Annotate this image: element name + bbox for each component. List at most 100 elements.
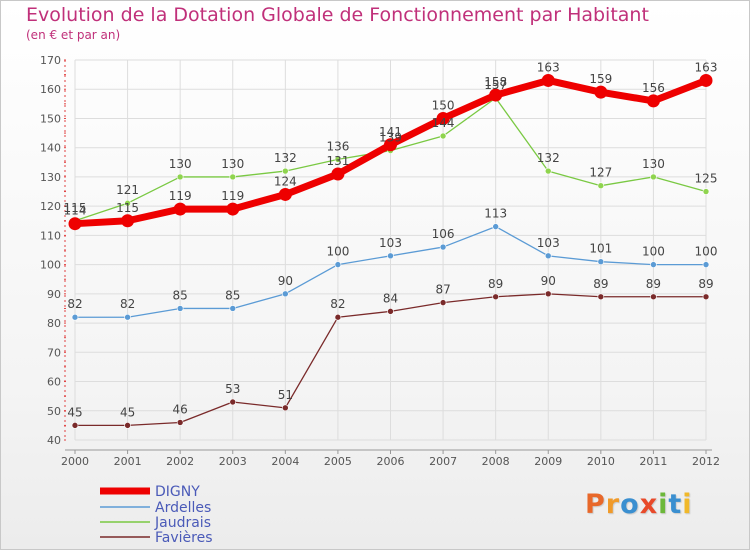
data-label: 82 bbox=[120, 297, 135, 311]
data-point bbox=[544, 252, 552, 260]
data-point bbox=[387, 308, 394, 315]
y-tick-label: 40 bbox=[47, 434, 61, 447]
data-point bbox=[71, 313, 79, 321]
y-tick-label: 50 bbox=[47, 405, 61, 418]
data-label: 163 bbox=[695, 60, 718, 74]
data-point bbox=[282, 290, 289, 298]
data-label: 114 bbox=[64, 204, 87, 218]
series-group bbox=[68, 73, 713, 429]
data-label: 89 bbox=[593, 277, 608, 291]
data-label: 46 bbox=[173, 402, 188, 416]
logo-letter: x bbox=[639, 489, 659, 520]
chart-title: Evolution de la Dotation Globale de Fonc… bbox=[26, 4, 649, 26]
data-point bbox=[702, 188, 710, 195]
data-label: 85 bbox=[173, 288, 188, 302]
y-tick-label: 90 bbox=[47, 288, 61, 301]
data-point bbox=[650, 293, 657, 301]
data-point bbox=[597, 258, 605, 265]
data-label: 87 bbox=[435, 283, 450, 297]
data-point bbox=[702, 293, 710, 301]
data-point bbox=[646, 94, 660, 108]
logo-letter: o bbox=[620, 489, 640, 520]
legend-label: Jaudrais bbox=[154, 515, 211, 531]
data-point bbox=[124, 199, 131, 207]
x-tick-label: 2004 bbox=[271, 455, 299, 468]
data-point bbox=[541, 73, 555, 87]
data-label: 130 bbox=[169, 157, 192, 171]
data-point bbox=[597, 182, 605, 189]
data-point bbox=[334, 313, 342, 321]
y-tick-label: 60 bbox=[47, 376, 61, 389]
data-label: 157 bbox=[484, 78, 507, 92]
data-label: 130 bbox=[221, 157, 244, 171]
data-point bbox=[176, 173, 184, 181]
data-label: 100 bbox=[642, 245, 665, 259]
y-tick-label: 80 bbox=[47, 317, 61, 330]
data-label: 158 bbox=[484, 75, 507, 89]
data-label: 119 bbox=[169, 189, 192, 203]
data-label: 124 bbox=[274, 174, 297, 188]
data-point bbox=[594, 85, 608, 99]
x-tick-label: 2005 bbox=[324, 455, 352, 468]
data-label: 130 bbox=[642, 157, 665, 171]
data-point bbox=[436, 111, 450, 125]
data-label: 150 bbox=[432, 98, 455, 112]
data-label: 100 bbox=[326, 245, 349, 259]
y-tick-label: 130 bbox=[40, 171, 61, 184]
data-label: 82 bbox=[330, 297, 345, 311]
data-point bbox=[176, 419, 184, 426]
proxiti-logo[interactable]: Proxiti bbox=[585, 489, 693, 520]
x-tick-label: 2001 bbox=[114, 455, 142, 468]
data-point bbox=[597, 293, 605, 301]
data-point bbox=[334, 261, 342, 268]
x-tick-label: 2010 bbox=[587, 455, 615, 468]
data-label: 159 bbox=[589, 72, 612, 86]
x-tick-label: 2008 bbox=[482, 455, 510, 468]
x-tick-label: 2007 bbox=[429, 455, 457, 468]
data-label: 156 bbox=[642, 81, 665, 95]
data-label: 100 bbox=[695, 245, 718, 259]
data-label: 45 bbox=[120, 405, 135, 419]
y-tick-label: 170 bbox=[40, 54, 61, 67]
data-point bbox=[124, 422, 131, 429]
data-point bbox=[229, 173, 237, 181]
data-point bbox=[278, 187, 292, 201]
logo-letter: i bbox=[682, 489, 693, 520]
data-label: 51 bbox=[278, 388, 293, 402]
data-label: 53 bbox=[225, 382, 240, 396]
data-label: 131 bbox=[326, 154, 349, 168]
data-label: 141 bbox=[379, 125, 402, 139]
data-label: 45 bbox=[67, 405, 82, 419]
data-label: 90 bbox=[278, 274, 293, 288]
series-favières bbox=[71, 290, 710, 429]
data-label: 90 bbox=[541, 274, 556, 288]
y-tick-label: 70 bbox=[47, 346, 61, 359]
data-label: 139 bbox=[379, 131, 402, 145]
data-point bbox=[702, 261, 710, 268]
x-tick-label: 2006 bbox=[377, 455, 405, 468]
data-point bbox=[650, 261, 657, 268]
x-tick-label: 2000 bbox=[61, 455, 89, 468]
data-point bbox=[387, 252, 394, 260]
data-point bbox=[282, 167, 289, 175]
data-point bbox=[71, 422, 79, 429]
data-point bbox=[331, 167, 345, 181]
data-label: 136 bbox=[326, 139, 349, 153]
data-label: 121 bbox=[116, 183, 139, 197]
data-point bbox=[282, 404, 289, 412]
data-point bbox=[173, 202, 187, 216]
data-point bbox=[650, 173, 657, 181]
data-label: 113 bbox=[484, 207, 507, 221]
y-tick-label: 120 bbox=[40, 200, 61, 213]
y-tick-label: 140 bbox=[40, 142, 61, 155]
data-point bbox=[124, 313, 131, 321]
data-label: 144 bbox=[432, 116, 455, 130]
data-label: 127 bbox=[589, 166, 612, 180]
x-tick-label: 2003 bbox=[219, 455, 247, 468]
data-label: 119 bbox=[221, 189, 244, 203]
data-point bbox=[544, 167, 552, 175]
data-label: 89 bbox=[646, 277, 661, 291]
data-label: 103 bbox=[537, 236, 560, 250]
